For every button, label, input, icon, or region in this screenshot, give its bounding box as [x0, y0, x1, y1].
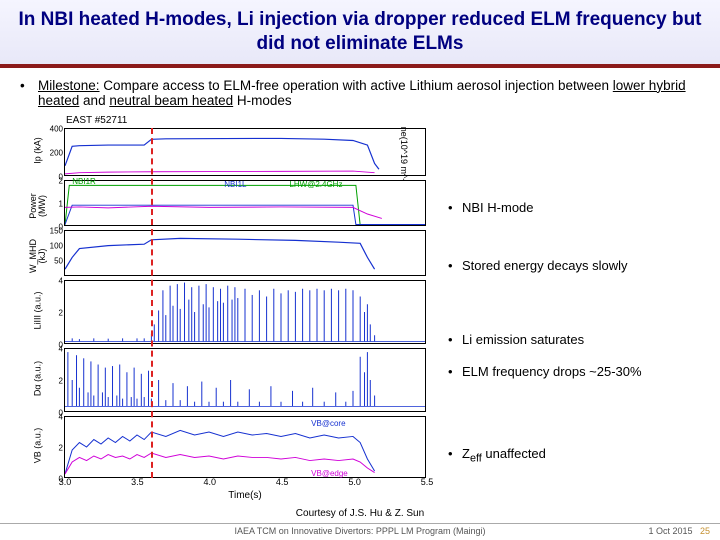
y-axis-label: VB (a.u.) — [34, 423, 43, 467]
inline-label: VB@edge — [311, 469, 348, 478]
ytick: 4 — [59, 344, 65, 353]
footer-right: 1 Oct 2015 25 — [648, 526, 710, 536]
xtick: 3.5 — [131, 477, 144, 487]
note-item: •Li emission saturates — [448, 332, 584, 347]
x-axis-label: Time(s) — [64, 490, 426, 501]
ytick: 200 — [50, 148, 65, 157]
panel-pw: 012NBI1RNBI1LLHW@2.4GHz — [64, 180, 426, 226]
y-axis-label: Ip (kA) — [34, 128, 43, 172]
inline-label: LHW@2.4GHz — [289, 180, 342, 189]
y-axis-label: W_MHD (kJ) — [29, 234, 47, 278]
note-item: •Zeff unaffected — [448, 446, 546, 465]
inline-label: NBI1L — [224, 180, 246, 189]
courtesy-text: Courtesy of J.S. Hu & Z. Sun — [16, 508, 704, 519]
milestone-lead: Milestone: — [38, 78, 100, 93]
ytick: 2 — [59, 443, 65, 452]
slide-content: • Milestone: Compare access to ELM-free … — [0, 68, 720, 523]
panel-ip: 0200400ne(10^19 m^-3) — [64, 128, 426, 176]
li-onset-vline — [151, 128, 153, 478]
milestone-text: • Milestone: Compare access to ELM-free … — [16, 78, 704, 108]
inline-label: NBI1R — [72, 177, 96, 186]
bullet-icon: • — [20, 78, 25, 93]
ytick: 4 — [59, 412, 65, 421]
milestone-part1: Compare access to ELM-free operation wit… — [100, 78, 613, 93]
ytick: 2 — [59, 176, 65, 185]
milestone-tail: H-modes — [233, 93, 292, 108]
note-item: •Stored energy decays slowly — [448, 258, 627, 273]
xtick: 5.5 — [421, 477, 434, 487]
chart-column: EAST #52711 0200400ne(10^19 m^-3) Ip (kA)… — [16, 114, 436, 506]
ytick: 1 — [59, 199, 65, 208]
ytick: 150 — [50, 226, 65, 235]
xtick: 5.0 — [348, 477, 361, 487]
panel-vb: 024VB@coreVB@edge3.03.54.04.55.05.5 — [64, 416, 426, 478]
main-row: EAST #52711 0200400ne(10^19 m^-3) Ip (kA)… — [16, 114, 704, 506]
slide-title: In NBI heated H-modes, Li injection via … — [14, 8, 706, 56]
xtick: 4.0 — [204, 477, 217, 487]
inline-label: VB@core — [311, 419, 345, 428]
ytick: 4 — [59, 276, 65, 285]
ytick: 50 — [54, 257, 65, 266]
page-number: 25 — [700, 526, 710, 536]
footer-date: 1 Oct 2015 — [648, 526, 692, 536]
slide-header: In NBI heated H-modes, Li injection via … — [0, 0, 720, 68]
milestone-u2: neutral beam heated — [109, 93, 233, 108]
xtick: 3.0 — [59, 477, 72, 487]
footer: IAEA TCM on Innovative Divertors: PPPL L… — [0, 523, 720, 538]
panel-da: 024 — [64, 348, 426, 412]
footer-mid: IAEA TCM on Innovative Divertors: PPPL L… — [234, 526, 485, 536]
note-item: •NBI H-mode — [448, 200, 534, 215]
panel-li3: 024 — [64, 280, 426, 344]
panel-wmhd: 50100150 — [64, 230, 426, 276]
ytick: 2 — [59, 308, 65, 317]
shot-label: EAST #52711 — [66, 115, 127, 126]
ytick: 400 — [50, 124, 65, 133]
xtick: 4.5 — [276, 477, 289, 487]
milestone-mid: and — [79, 93, 109, 108]
ytick: 100 — [50, 241, 65, 250]
notes-column: •NBI H-mode •Stored energy decays slowly •… — [436, 114, 704, 506]
note-item: •ELM frequency drops ~25-30% — [448, 364, 642, 379]
ytick: 2 — [59, 376, 65, 385]
y-axis-label: LiIII (a.u.) — [34, 288, 43, 332]
y-axis-label: Power (MW) — [29, 184, 47, 228]
chart-stack: EAST #52711 0200400ne(10^19 m^-3) Ip (kA)… — [16, 114, 436, 506]
y-axis-label: Dα (a.u.) — [34, 356, 43, 400]
